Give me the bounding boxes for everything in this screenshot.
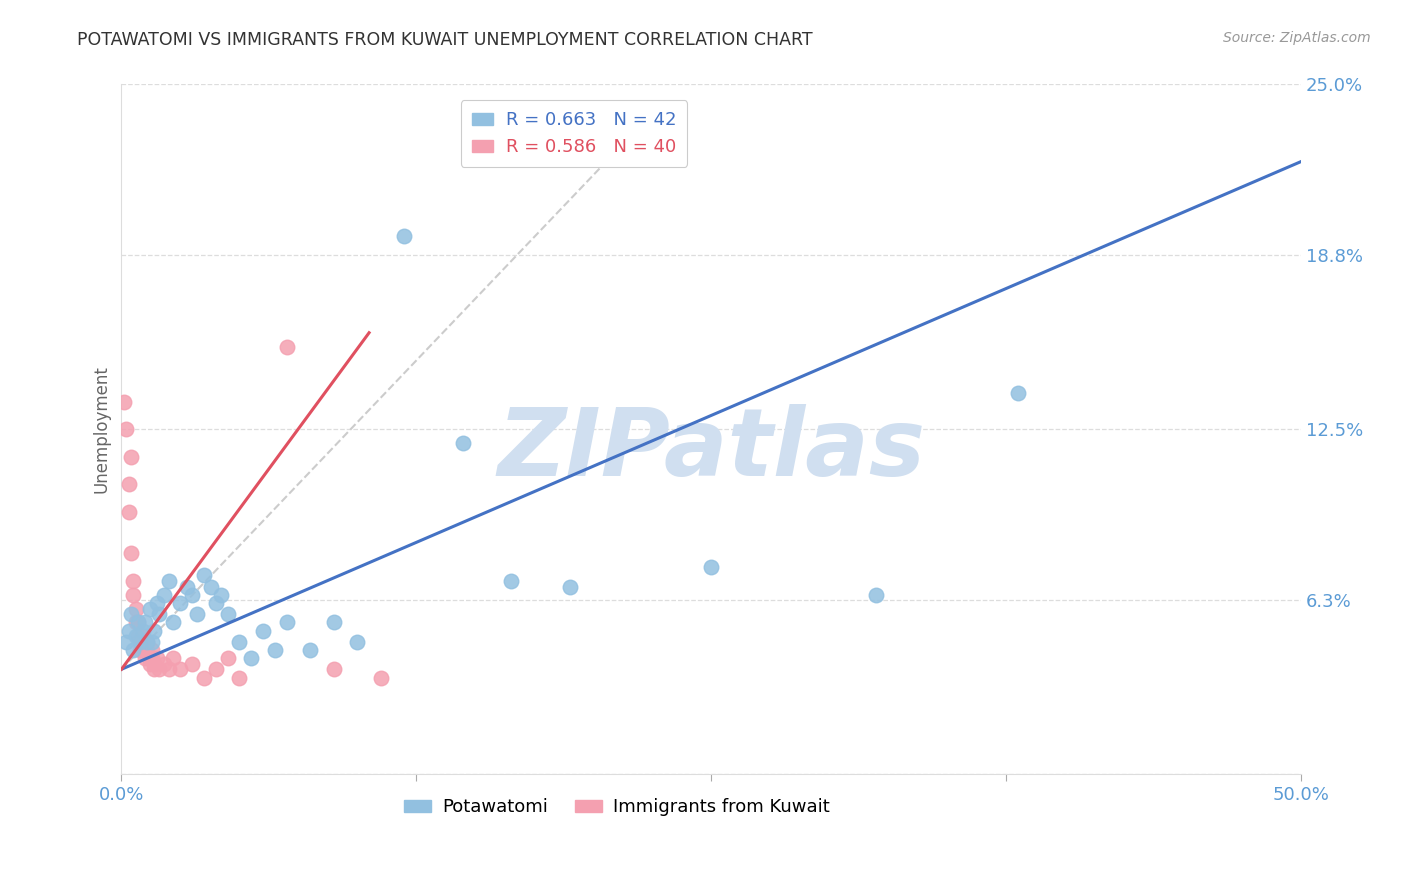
Text: POTAWATOMI VS IMMIGRANTS FROM KUWAIT UNEMPLOYMENT CORRELATION CHART: POTAWATOMI VS IMMIGRANTS FROM KUWAIT UNE… — [77, 31, 813, 49]
Point — [120, 607, 142, 621]
Point — [200, 580, 222, 594]
Point — [134, 651, 156, 665]
Point — [228, 671, 250, 685]
Point — [217, 651, 239, 665]
Point — [122, 588, 145, 602]
Point — [129, 634, 152, 648]
Point — [120, 450, 142, 464]
Point — [169, 662, 191, 676]
Point — [141, 634, 163, 648]
Point — [141, 651, 163, 665]
Point — [700, 560, 723, 574]
Point — [143, 657, 166, 671]
Point — [209, 588, 232, 602]
Text: Source: ZipAtlas.com: Source: ZipAtlas.com — [1223, 31, 1371, 45]
Legend: Potawatomi, Immigrants from Kuwait: Potawatomi, Immigrants from Kuwait — [396, 791, 837, 823]
Point — [252, 624, 274, 638]
Y-axis label: Unemployment: Unemployment — [93, 366, 110, 493]
Point — [181, 588, 204, 602]
Point — [134, 615, 156, 630]
Point — [124, 601, 146, 615]
Point — [127, 629, 149, 643]
Point — [122, 643, 145, 657]
Point — [131, 634, 153, 648]
Point — [131, 624, 153, 638]
Text: ZIPatlas: ZIPatlas — [498, 404, 925, 496]
Point — [148, 607, 170, 621]
Point — [127, 615, 149, 630]
Point — [122, 574, 145, 588]
Point — [136, 634, 159, 648]
Point — [129, 643, 152, 657]
Point — [129, 634, 152, 648]
Point — [263, 643, 285, 657]
Point — [370, 671, 392, 685]
Point — [146, 596, 169, 610]
Point — [558, 580, 581, 594]
Point — [141, 643, 163, 657]
Point — [148, 662, 170, 676]
Point — [139, 657, 162, 671]
Point — [157, 574, 180, 588]
Point — [136, 634, 159, 648]
Point — [143, 662, 166, 676]
Point — [181, 657, 204, 671]
Point — [127, 615, 149, 630]
Point — [240, 651, 263, 665]
Point — [146, 651, 169, 665]
Point — [217, 607, 239, 621]
Point — [115, 422, 138, 436]
Point — [169, 596, 191, 610]
Point — [136, 643, 159, 657]
Point — [157, 662, 180, 676]
Point — [228, 634, 250, 648]
Point — [193, 671, 215, 685]
Point — [153, 657, 176, 671]
Point — [193, 568, 215, 582]
Point — [134, 643, 156, 657]
Point — [124, 615, 146, 630]
Point — [120, 546, 142, 560]
Point — [117, 505, 139, 519]
Point — [453, 436, 475, 450]
Point — [499, 574, 522, 588]
Point — [276, 615, 298, 630]
Point — [115, 634, 138, 648]
Point — [143, 624, 166, 638]
Point — [131, 629, 153, 643]
Point — [162, 615, 184, 630]
Point — [346, 634, 368, 648]
Point — [1007, 386, 1029, 401]
Point — [204, 662, 226, 676]
Point — [139, 601, 162, 615]
Point — [112, 394, 135, 409]
Point — [153, 588, 176, 602]
Point — [322, 662, 344, 676]
Point — [139, 651, 162, 665]
Point — [186, 607, 208, 621]
Point — [176, 580, 198, 594]
Point — [394, 229, 416, 244]
Point — [204, 596, 226, 610]
Point — [117, 477, 139, 491]
Point — [162, 651, 184, 665]
Point — [865, 588, 887, 602]
Point — [322, 615, 344, 630]
Point — [117, 624, 139, 638]
Point — [124, 629, 146, 643]
Point — [299, 643, 322, 657]
Point — [276, 339, 298, 353]
